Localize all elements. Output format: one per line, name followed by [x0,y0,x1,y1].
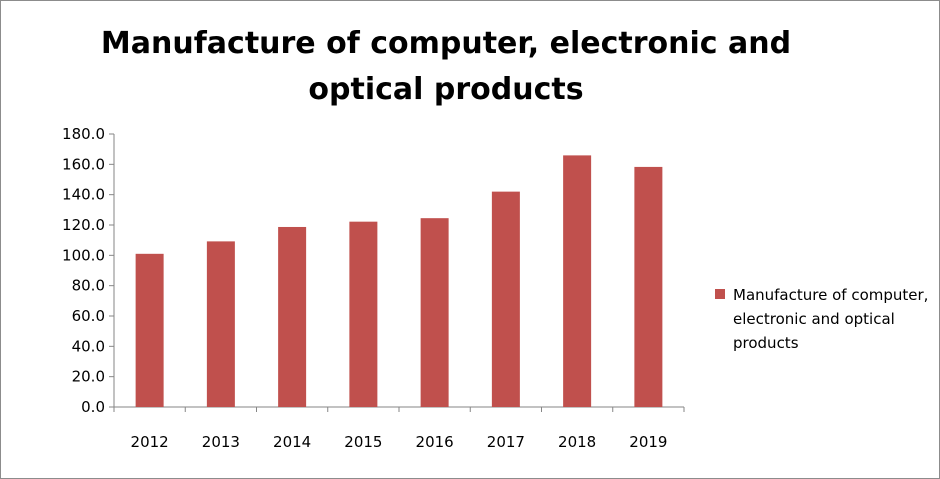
y-tick-labels: 0.0 20.0 40.0 60.0 80.0 100.0 120.0 140.0 160.0 1… [62,125,105,416]
x-tick-labels: 2012 2013 2014 2015 2016 2017 2018 2019 [131,433,668,451]
bar-2018 [563,155,592,407]
y-tick-label: 40.0 [72,337,105,355]
chart-title: Manufacture of computer, electronic and … [100,26,792,107]
bar-2016 [420,218,449,407]
x-tick-label-2018: 2018 [558,433,596,451]
y-tick-label: 120.0 [62,216,105,234]
x-tick-label-2015: 2015 [344,433,382,451]
x-tick-label-2017: 2017 [487,433,525,451]
y-tick-label: 0.0 [81,398,105,416]
y-tick-label: 100.0 [62,246,105,264]
bar-2015 [349,221,378,407]
bars [135,155,663,407]
y-tick-label: 80.0 [72,277,105,295]
x-tick-label-2016: 2016 [416,433,454,451]
y-tick-label: 20.0 [72,368,105,386]
bar-2019 [634,166,663,407]
x-tick-label-2013: 2013 [202,433,240,451]
x-tick-label-2019: 2019 [629,433,667,451]
legend-swatch [715,289,725,299]
y-tick-label: 180.0 [62,125,105,143]
y-tick-label: 160.0 [62,155,105,173]
x-tick-label-2012: 2012 [131,433,169,451]
legend-label: Manufacture of computer, electronic and … [733,286,929,352]
x-tick-label-2014: 2014 [273,433,311,451]
legend: Manufacture of computer, electronic and … [715,283,935,355]
bar-2014 [278,226,307,407]
axes [109,133,685,412]
y-tick-label: 60.0 [72,307,105,325]
bar-2013 [206,241,235,407]
y-tick-label: 140.0 [62,186,105,204]
bar-2012 [135,253,164,407]
bar-2017 [491,191,520,407]
